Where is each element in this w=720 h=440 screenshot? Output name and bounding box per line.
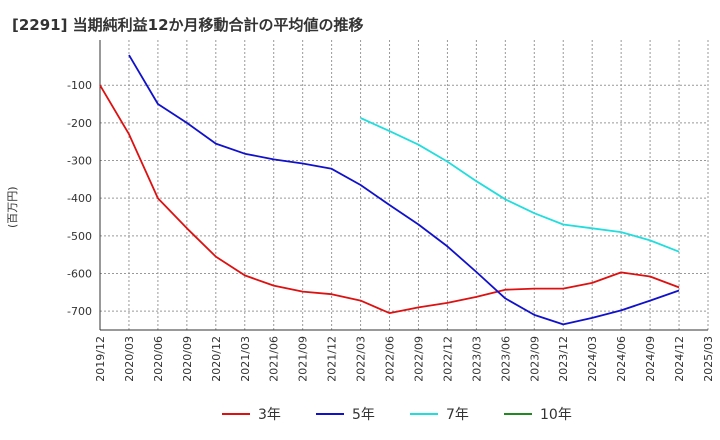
x-tick-label: 2022/12 xyxy=(441,336,454,382)
series-line-2 xyxy=(360,117,680,253)
x-tick-label: 2024/06 xyxy=(615,336,628,382)
x-tick-label: 2023/09 xyxy=(528,336,541,382)
x-tick-label: 2022/03 xyxy=(355,336,368,382)
y-tick-label: -200 xyxy=(67,117,92,130)
x-tick-label: 2022/06 xyxy=(384,336,397,382)
x-tick-label: 2021/09 xyxy=(297,336,310,382)
x-tick-label: 2021/06 xyxy=(268,336,281,382)
series-line-0 xyxy=(99,84,680,315)
x-tick-label: 2022/09 xyxy=(412,336,425,382)
chart-title: [2291] 当期純利益12か月移動合計の平均値の推移 xyxy=(12,16,364,34)
x-tick-label: 2020/09 xyxy=(181,336,194,382)
legend-label: 10年 xyxy=(540,407,572,423)
legend-label: 5年 xyxy=(352,407,375,423)
y-tick-label: -400 xyxy=(67,192,92,205)
x-tick-label: 2023/03 xyxy=(470,336,483,382)
legend-label: 7年 xyxy=(446,407,469,423)
x-tick-label: 2023/06 xyxy=(499,336,512,382)
x-tick-label: 2020/12 xyxy=(210,336,223,382)
x-tick-label: 2023/12 xyxy=(557,336,570,382)
x-tick-label: 2019/12 xyxy=(94,336,107,382)
x-tick-label: 2024/03 xyxy=(586,336,599,382)
x-tick-label: 2020/03 xyxy=(123,336,136,382)
x-tick-label: 2025/03 xyxy=(702,336,715,382)
x-tick-label: 2024/12 xyxy=(673,336,686,382)
x-tick-label: 2020/06 xyxy=(152,336,165,382)
series-line-1 xyxy=(128,54,680,326)
y-tick-label: -700 xyxy=(67,305,92,318)
x-tick-label: 2024/09 xyxy=(644,336,657,382)
y-tick-label: -300 xyxy=(67,155,92,168)
y-tick-label: -100 xyxy=(67,79,92,92)
x-tick-label: 2021/03 xyxy=(239,336,252,382)
x-tick-label: 2021/12 xyxy=(326,336,339,382)
y-tick-label: -600 xyxy=(67,268,92,281)
y-tick-label: -500 xyxy=(67,230,92,243)
legend-label: 3年 xyxy=(258,407,281,423)
